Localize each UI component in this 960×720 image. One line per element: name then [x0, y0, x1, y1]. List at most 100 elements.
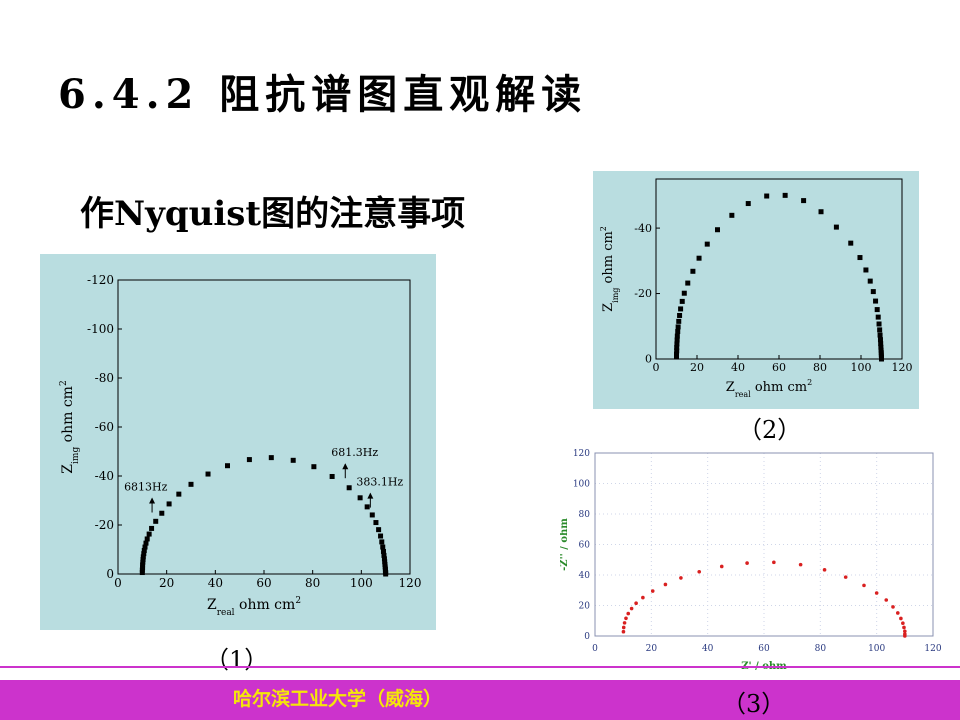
slide-title: 6.4.2 阻抗谱图直观解读	[58, 71, 588, 118]
y-tick-label: 60	[579, 541, 591, 551]
data-point	[822, 568, 827, 572]
data-point	[801, 198, 807, 204]
data-point	[364, 504, 370, 510]
annotation-label: 681.3Hz	[331, 446, 378, 459]
data-point	[268, 455, 274, 461]
y-axis-label: -Z'' / ohm	[560, 518, 570, 571]
y-axis-label: Zimg ohm cm2	[599, 226, 620, 312]
x-tick-label: 120	[399, 576, 422, 590]
data-point	[641, 595, 645, 600]
data-point	[876, 321, 882, 327]
x-tick-label: 60	[772, 361, 786, 374]
data-point	[674, 333, 680, 339]
data-point	[140, 554, 146, 560]
footer-bar	[0, 680, 960, 720]
footer-divider	[0, 666, 960, 668]
data-point	[373, 520, 379, 526]
data-point	[685, 280, 691, 286]
data-point	[902, 625, 906, 630]
data-point	[696, 255, 702, 261]
x-tick-label: 100	[350, 576, 373, 590]
data-point	[624, 616, 628, 621]
subtitle-latin: Nyquist	[114, 194, 262, 234]
data-point	[311, 464, 317, 470]
data-point	[878, 344, 884, 350]
data-point	[818, 209, 824, 215]
data-point	[621, 625, 626, 630]
plot-frame	[117, 279, 411, 575]
data-point	[782, 192, 788, 198]
data-point	[679, 576, 683, 580]
x-axis-label: Zreal ohm cm2	[207, 596, 301, 618]
data-point	[884, 598, 889, 602]
x-tick-label: 120	[892, 361, 913, 374]
data-point	[764, 193, 770, 199]
data-point	[877, 327, 883, 333]
data-point	[225, 463, 230, 469]
data-point	[140, 557, 146, 563]
x-tick-label: 0	[653, 361, 660, 374]
data-point	[141, 547, 147, 553]
data-point	[857, 255, 863, 261]
x-tick-label: 40	[702, 644, 714, 654]
data-point	[879, 356, 884, 362]
data-point	[862, 583, 866, 588]
data-point	[674, 348, 680, 354]
data-point	[142, 544, 148, 550]
data-point	[675, 329, 681, 335]
chart-2: 0 20 40 60 80 100 120 0 -20 -40 Zreal ohm cm2 Zimg …	[599, 178, 913, 399]
data-point	[626, 611, 631, 616]
subtitle-rest: 图的注意事项	[261, 194, 466, 234]
data-point	[704, 241, 710, 247]
data-point	[674, 341, 680, 347]
data-point	[650, 589, 655, 593]
caption-2: （2）	[738, 416, 802, 444]
data-point	[166, 501, 172, 507]
y-tick-label: -20	[95, 518, 114, 532]
chart-3-panel: 020406080100120020406080100120Z' / ohm-Z…	[559, 436, 952, 684]
y-axis-label: Zimg ohm cm2	[59, 380, 81, 473]
data-point	[140, 565, 146, 571]
data-point	[878, 347, 884, 353]
data-point	[674, 351, 679, 357]
data-point	[290, 457, 296, 463]
data-point	[877, 332, 883, 338]
data-point	[329, 473, 335, 479]
data-point	[875, 314, 881, 320]
x-tick-label: 0	[592, 644, 598, 654]
data-point	[833, 224, 839, 230]
data-point	[141, 551, 147, 557]
y-tick-label: -120	[87, 273, 114, 287]
x-tick-label: 80	[305, 576, 320, 590]
data-point	[877, 337, 883, 343]
data-point	[357, 495, 363, 501]
data-point	[621, 629, 626, 634]
y-tick-label: 40	[579, 571, 591, 581]
data-point	[903, 629, 907, 634]
y-tick-label: 100	[573, 480, 590, 490]
data-point	[891, 605, 895, 609]
annotation-label: 383.1Hz	[356, 476, 403, 489]
data-point	[383, 571, 389, 577]
data-point	[899, 616, 903, 621]
data-point	[874, 307, 880, 313]
data-point	[867, 278, 873, 284]
data-point	[674, 354, 679, 360]
data-point	[878, 341, 884, 347]
data-point	[159, 510, 165, 516]
data-point	[843, 575, 848, 579]
annotation-arrowhead	[342, 463, 349, 470]
data-point	[663, 582, 668, 587]
data-point	[677, 312, 683, 318]
data-point	[382, 559, 388, 565]
subtitle-bold: 作	[80, 194, 114, 234]
y-tick-label: 0	[106, 567, 114, 581]
data-point	[798, 562, 803, 567]
y-tick-label: 120	[573, 449, 590, 459]
chart-1-panel: 0 20 40 60 80 100 120 0 -20 -40 -60 -80 -100 -120 Zrea…	[40, 254, 436, 630]
chart-2-panel: 0 20 40 60 80 100 120 0 -20 -40 Zreal ohm cm2 Zimg …	[593, 171, 919, 409]
y-tick-label: 80	[579, 510, 591, 520]
data-point	[715, 227, 720, 233]
data-point	[188, 481, 194, 487]
data-point	[376, 527, 382, 533]
